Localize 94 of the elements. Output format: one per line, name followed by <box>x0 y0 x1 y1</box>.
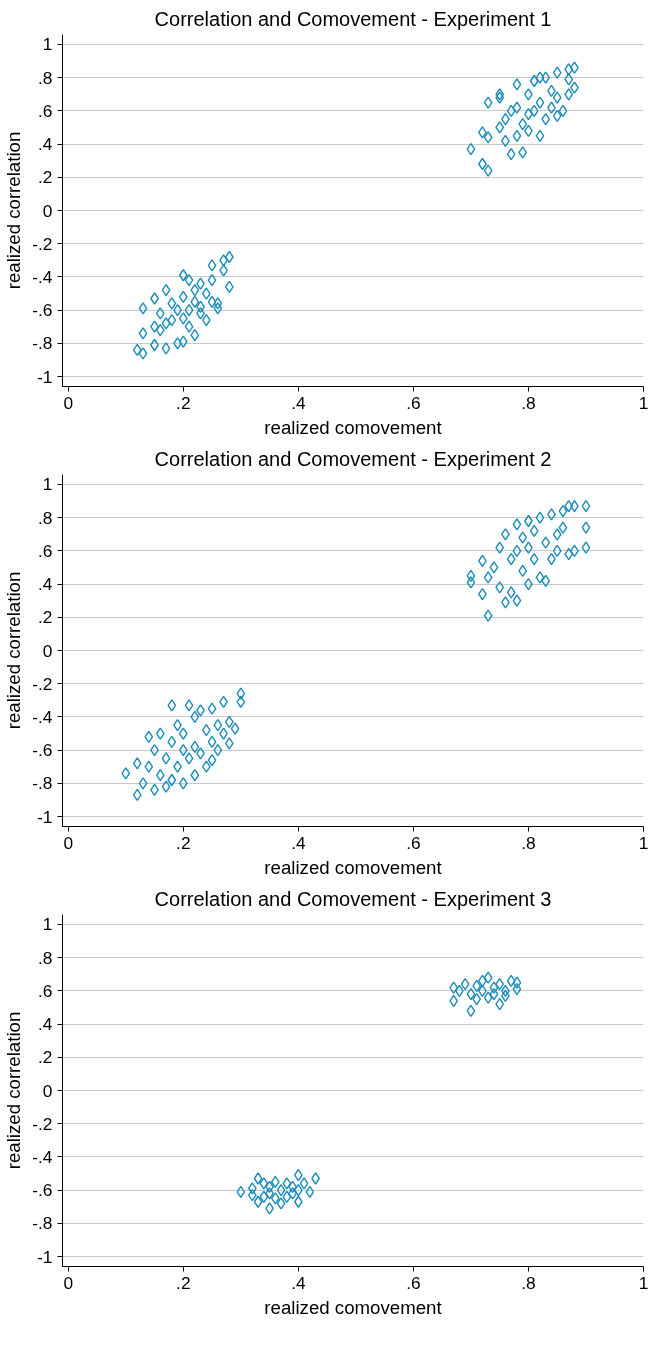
y-tick-label: -.4 <box>32 266 53 287</box>
point <box>449 994 459 1008</box>
point <box>259 1177 269 1190</box>
point <box>236 1185 246 1198</box>
point <box>293 1195 303 1208</box>
point <box>460 978 470 991</box>
point <box>276 1183 286 1197</box>
x-tick-label: .4 <box>291 832 306 853</box>
point <box>282 1190 292 1203</box>
x-tick-label: .6 <box>406 392 421 413</box>
y-tick-label: -.2 <box>32 233 53 254</box>
y-tick-label: 1 <box>42 474 53 495</box>
x-tick-label: .6 <box>406 832 421 853</box>
point <box>466 1004 476 1017</box>
y-tick-label: -1 <box>37 806 53 827</box>
x-tick-label: .8 <box>521 1272 536 1293</box>
y-tick-label: -1 <box>37 1246 53 1267</box>
y-tick-label: .6 <box>38 540 53 561</box>
y-tick-label: -.4 <box>32 706 53 727</box>
point <box>305 1185 315 1198</box>
y-tick-label: .8 <box>38 67 53 88</box>
y-tick-label: .6 <box>38 980 53 1001</box>
x-axis-title: realized comovement <box>264 416 443 438</box>
x-tick-label: .2 <box>176 1272 191 1293</box>
point <box>270 1175 280 1189</box>
chart-title: Correlation and Comovement - Experiment 3 <box>154 887 552 910</box>
point <box>506 974 516 988</box>
point <box>489 981 499 994</box>
y-tick-label: 1 <box>42 34 53 55</box>
y-tick-label: -.4 <box>32 1146 53 1167</box>
point <box>449 981 459 994</box>
point <box>489 988 499 1001</box>
point <box>259 1190 269 1203</box>
point <box>253 1195 263 1208</box>
x-tick-label: .2 <box>176 392 191 413</box>
point <box>299 1177 309 1190</box>
y-tick-label: .6 <box>38 100 53 121</box>
x-tick-label: 1 <box>638 392 649 413</box>
y-tick-label: -.6 <box>32 300 53 321</box>
y-tick-label: .2 <box>38 607 53 628</box>
y-tick-label: -.6 <box>32 740 53 761</box>
y-tick-label: 1 <box>42 914 53 935</box>
y-tick-label: 0 <box>42 200 53 221</box>
x-axis-title: realized comovement <box>264 856 443 878</box>
y-tick-label: .2 <box>38 167 53 188</box>
y-tick-label: -.8 <box>32 333 53 354</box>
point <box>472 979 482 993</box>
y-tick-label: -.2 <box>32 673 53 694</box>
y-tick-label: -.6 <box>32 1180 53 1201</box>
x-tick-label: 0 <box>63 1272 74 1293</box>
x-tick-label: .6 <box>406 1272 421 1293</box>
point <box>253 1172 263 1185</box>
y-axis-title: realized correlation <box>3 131 25 290</box>
y-tick-label: .2 <box>38 1047 53 1068</box>
point <box>466 988 476 1001</box>
x-tick-label: .2 <box>176 832 191 853</box>
point <box>472 992 482 1006</box>
y-tick-label: -.8 <box>32 1213 53 1234</box>
point <box>282 1177 292 1190</box>
point <box>270 1192 280 1205</box>
point <box>247 1182 257 1195</box>
y-tick-label: 0 <box>42 640 53 661</box>
y-tick-label: .8 <box>38 947 53 968</box>
y-axis-title: realized correlation <box>3 1011 25 1170</box>
y-axis-title: realized correlation <box>3 571 25 730</box>
x-tick-label: 1 <box>638 832 649 853</box>
y-tick-label: -.2 <box>32 1113 53 1134</box>
x-tick-label: 0 <box>63 392 74 413</box>
y-tick-label: 0 <box>42 1080 53 1101</box>
point <box>293 1183 303 1197</box>
x-tick-label: .8 <box>521 392 536 413</box>
point <box>512 976 522 989</box>
point <box>495 978 505 991</box>
point <box>483 991 493 1004</box>
chart-title: Correlation and Comovement - Experiment 2 <box>154 447 552 470</box>
y-tick-label: -.8 <box>32 773 53 794</box>
point <box>276 1197 286 1210</box>
y-tick-label: .8 <box>38 507 53 528</box>
chart-title: Correlation and Comovement - Experiment 1 <box>154 7 552 30</box>
point <box>495 997 505 1011</box>
x-tick-label: .8 <box>521 832 536 853</box>
x-axis-title: realized comovement <box>264 1296 443 1318</box>
point <box>247 1188 257 1202</box>
y-tick-label: .4 <box>38 134 53 155</box>
y-tick-label: -1 <box>37 366 53 387</box>
point <box>293 1168 303 1182</box>
x-tick-label: .4 <box>291 392 306 413</box>
y-tick-label: .4 <box>38 574 53 595</box>
x-tick-label: .4 <box>291 1272 306 1293</box>
x-tick-label: 0 <box>63 832 74 853</box>
x-tick-label: 1 <box>638 1272 649 1293</box>
y-tick-label: .4 <box>38 1014 53 1035</box>
point <box>483 971 493 984</box>
point <box>512 983 522 996</box>
